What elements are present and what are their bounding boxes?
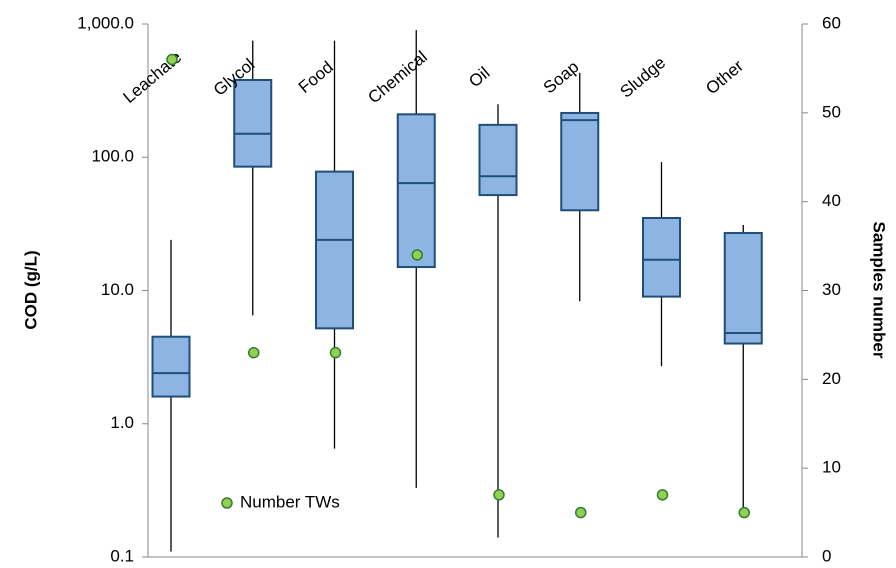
point: [493, 489, 505, 501]
x-tick-label: Food: [295, 57, 337, 96]
x-tick-label: Chemical: [364, 47, 430, 107]
point: [575, 506, 587, 519]
y2-tick-label: 0: [822, 546, 831, 565]
x-tick-label: Soap: [540, 57, 583, 97]
x-tick-label: Sludge: [616, 53, 669, 102]
y-tick-label: 0.1: [110, 546, 134, 565]
box: [642, 217, 681, 298]
legend-marker: [221, 497, 233, 509]
y-tick-label: 10.0: [101, 280, 134, 299]
box: [723, 232, 763, 345]
y2-tick-label: 40: [822, 191, 841, 210]
y2-tick-label: 50: [822, 102, 841, 121]
point: [411, 249, 423, 261]
box: [315, 170, 354, 330]
y-axis-title: COD (g/L): [21, 250, 40, 329]
box: [151, 335, 191, 398]
point: [166, 53, 178, 66]
box: [233, 78, 273, 168]
point: [656, 489, 669, 501]
x-tick-label: Other: [702, 56, 747, 98]
legend-label: Number TWs: [240, 492, 340, 511]
point: [329, 346, 342, 359]
y-tick-label: 1.0: [110, 413, 134, 432]
x-tick-label: Oil: [465, 63, 493, 91]
point: [738, 506, 750, 519]
y2-tick-label: 20: [822, 369, 841, 388]
box: [396, 113, 436, 269]
y2-tick-label: 10: [822, 458, 841, 477]
box: [478, 123, 518, 197]
y-tick-label: 1,000.0: [77, 13, 134, 32]
point: [248, 346, 260, 359]
box: [560, 111, 600, 212]
y2-axis-title: Samples number: [870, 222, 889, 359]
y2-tick-label: 30: [822, 280, 841, 299]
y-tick-label: 100.0: [91, 147, 134, 166]
y2-tick-label: 60: [822, 13, 841, 32]
